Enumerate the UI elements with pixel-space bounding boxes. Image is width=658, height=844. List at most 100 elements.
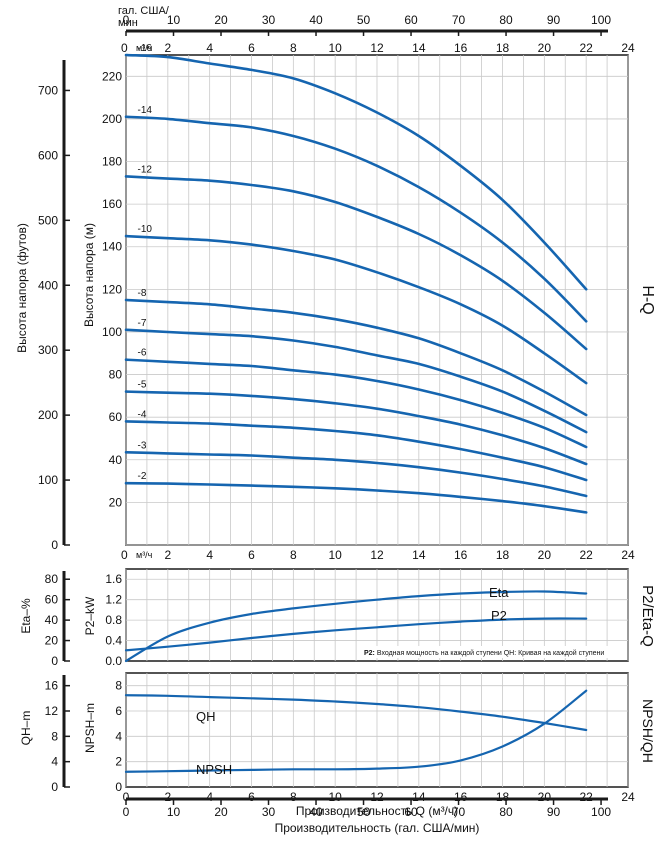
qh-ylabel: QH–m xyxy=(19,711,33,746)
p2-tick-label: 0.0 xyxy=(105,654,122,668)
bottom-gpm-tick-label: 30 xyxy=(262,805,276,819)
top-m3h-tick-label: 6 xyxy=(248,41,255,55)
hq-stage-label-16: -16 xyxy=(138,43,153,54)
hq-stage-label-6: -6 xyxy=(138,348,147,359)
hq-x-tick-label: 22 xyxy=(579,548,593,562)
eta-curve-p2 xyxy=(124,617,588,652)
hq-x-tick-label: 16 xyxy=(454,548,468,562)
hq-grid xyxy=(125,55,629,546)
hq-x-tick-label: 24 xyxy=(621,548,635,562)
hq-x-tick-labels: 2 4 6 8 10 12 14 16 18 20 22 24 xyxy=(164,548,635,562)
p2-tick-label: 1.6 xyxy=(105,572,122,586)
qh-axis-tick-label: 16 xyxy=(45,679,59,693)
hq-x-tick-label: 18 xyxy=(496,548,510,562)
hq-x-tick-label: 8 xyxy=(290,548,297,562)
hq-ft-axis-tick-label: 0 xyxy=(51,538,58,552)
hq-x-tick-label: 10 xyxy=(328,548,342,562)
top-m3h-tick-label: 4 xyxy=(206,41,213,55)
npsh-grid xyxy=(125,673,629,787)
bottom-gpm-tick-label: 70 xyxy=(452,805,466,819)
bottom-gpm-xlabel: Производительность (гал. США/мин) xyxy=(275,821,480,835)
eta-curves xyxy=(124,590,588,663)
note: P2: Входная мощность на каждой ступени Q… xyxy=(364,649,604,657)
eta-ylabel: Eta–% xyxy=(19,598,33,634)
top-m3h-tick-label: 10 xyxy=(328,41,342,55)
top-m3h-tick-label: 12 xyxy=(370,41,384,55)
hq-ft-axis-tick-label: 200 xyxy=(38,408,58,422)
hq-curve-4 xyxy=(124,420,588,482)
top-m3h-tick-labels: 2 4 6 8 10 12 14 16 18 20 22 24 xyxy=(164,41,635,55)
npsh-x-tick-labels: 0 2 4 6 8 10 12 14 16 18 20 22 24 xyxy=(123,790,635,804)
eta-side-label: P2/Eta-Q xyxy=(639,585,656,647)
hq-curve-16 xyxy=(124,53,588,291)
hq-y-tick-labels: 20 40 60 80 100 120 140 160 180 200 220 xyxy=(102,69,122,509)
bottom-gpm-tick-label: 80 xyxy=(499,805,513,819)
hq-ft-axis-tick-label: 700 xyxy=(38,83,58,97)
note-box xyxy=(360,646,623,658)
top-gpm-tick-label: 100 xyxy=(591,13,611,27)
hq-y-tick-label: 180 xyxy=(102,155,122,169)
npsh-x-tick-label: 0 xyxy=(123,790,130,804)
top-gpm-tick-label: 40 xyxy=(309,13,323,27)
hq-stage-label-3: -3 xyxy=(138,440,147,451)
npsh-x-tick-label: 4 xyxy=(206,790,213,804)
hq-curve-5 xyxy=(124,390,588,466)
top-gpm-tick-label: 10 xyxy=(167,13,181,27)
hq-ft-axis-tick-label: 100 xyxy=(38,473,58,487)
top-m3h-tick-label: 18 xyxy=(496,41,510,55)
npsh-x-tick-label: 6 xyxy=(248,790,255,804)
hq-stage-label-10: -10 xyxy=(138,224,153,235)
hq-feet-axis: 0 100 200 300 400 500 600 700 xyxy=(38,60,70,552)
bottom-gpm-tick-label: 20 xyxy=(214,805,228,819)
hq-y-tick-label: 160 xyxy=(102,197,122,211)
top-gpm-tick-label: 30 xyxy=(262,13,276,27)
p2-tick-labels: 0.0 0.4 0.8 1.2 1.6 xyxy=(105,572,122,668)
npsh-x-tick-label: 20 xyxy=(538,790,552,804)
hq-curve-10 xyxy=(124,234,588,385)
hq-stage-label-12: -12 xyxy=(138,164,153,175)
eta-curve-eta xyxy=(124,590,588,663)
p2-tick-label: 0.4 xyxy=(105,634,122,648)
npsh-tick-label: 4 xyxy=(115,729,122,743)
top-m3h-tick-label: 14 xyxy=(412,41,426,55)
npsh-x-tick-label: 24 xyxy=(621,790,635,804)
hq-ft-axis-tick-label: 300 xyxy=(38,343,58,357)
top-gpm-unit-line1: гал. США/ xyxy=(118,5,170,17)
npsh-x-tick-label: 22 xyxy=(579,790,593,804)
npsh-curve-qh xyxy=(124,694,588,732)
hq-curve-2 xyxy=(124,481,588,514)
hq-ylabel-ft: Высота напора (футов) xyxy=(15,223,29,353)
qh-curve-label: QH xyxy=(196,709,216,724)
top-m3h-tick-label: 24 xyxy=(621,41,635,55)
hq-y-tick-label: 140 xyxy=(102,240,122,254)
bottom-gpm-tick-label: 0 xyxy=(123,805,130,819)
eta-axis-tick-label: 80 xyxy=(45,572,59,586)
p2-ylabel: P2–kW xyxy=(83,596,97,635)
npsh-x-tick-label: 14 xyxy=(412,790,426,804)
top-m3h-tick-label: 8 xyxy=(290,41,297,55)
hq-x-tick-label: 6 xyxy=(248,548,255,562)
npsh-tick-label: 8 xyxy=(115,679,122,693)
npsh-curves xyxy=(124,689,588,773)
hq-y-tick-label: 40 xyxy=(109,453,123,467)
hq-y-tick-label: 200 xyxy=(102,112,122,126)
npsh-x-tick-label: 8 xyxy=(290,790,297,804)
hq-y-tick-label: 20 xyxy=(109,495,123,509)
npsh-tick-label: 2 xyxy=(115,755,122,769)
note-bold: P2: xyxy=(364,650,375,657)
hq-curve-12 xyxy=(124,175,588,351)
bottom-gpm-tick-label: 90 xyxy=(547,805,561,819)
eta-axis-tick-label: 20 xyxy=(45,634,59,648)
bottom-gpm-tick-labels: 0 10 20 30 40 50 60 70 80 90 100 xyxy=(123,805,612,819)
hq-x-tick-label: 2 xyxy=(164,548,171,562)
top-m3h-tick-label: 22 xyxy=(579,41,593,55)
hq-ylabel-m: Высота напора (м) xyxy=(82,223,96,327)
npsh-curve-label: NPSH xyxy=(196,762,232,777)
top-gpm-tick-label: 80 xyxy=(499,13,513,27)
hq-y-tick-label: 220 xyxy=(102,69,122,83)
eta-axis-tick-label: 0 xyxy=(51,654,58,668)
qh-axis-tick-label: 12 xyxy=(45,704,59,718)
top-gpm-unit-line2: мин xyxy=(118,17,138,29)
bottom-gpm-tick-label: 40 xyxy=(309,805,323,819)
